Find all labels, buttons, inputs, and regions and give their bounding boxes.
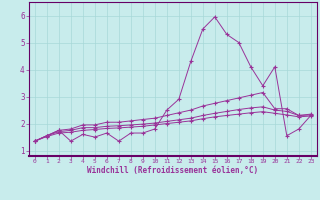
X-axis label: Windchill (Refroidissement éolien,°C): Windchill (Refroidissement éolien,°C): [87, 166, 258, 175]
